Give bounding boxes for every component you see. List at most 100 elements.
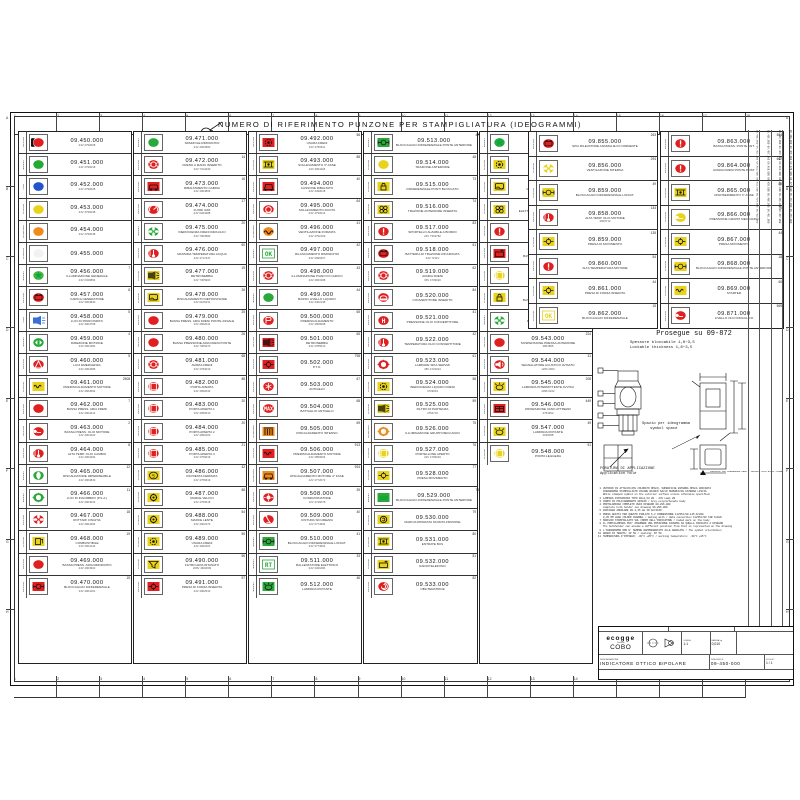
ideogram-row[interactable]: GIALLO 09.861.000 PRESA DI FORZA INSERITA… — [529, 279, 657, 304]
ideogram-row[interactable]: ROSSO 09.864.000 AVARIA FRENI PONTE POST.… — [661, 156, 783, 181]
ideogram-row[interactable]: GIALLO 09.867.000 PRESA MOVIMENTO 44 — [661, 230, 783, 255]
ideogram-row[interactable]: VERDE 09.475.000 INEFFICIENZA FRENI IDRAU… — [134, 220, 246, 243]
ideogram-row[interactable]: GIALLO 09.488.000 MARCE LENTE 24V 4902470 5… — [134, 509, 246, 532]
ideogram-row[interactable]: ROSSO 09.482.000 PORTA APERTA 24V 4952033 8… — [134, 376, 246, 399]
ideogram-row[interactable]: ROSSO 09.476.000 MASSIMA TEMPERATURA ACQU… — [134, 242, 246, 266]
ideogram-row[interactable]: ROSSO 09.522.000 TEMPERATURA OLIO CONVERT… — [364, 331, 477, 354]
ideogram-row[interactable]: GIALLO 09.524.000 INEFFICIENZA LIQUIDO FR… — [364, 376, 477, 399]
ideogram-row[interactable]: ROSSO 09.543.000 SOSPENSIONE PRESSA ANTER… — [480, 331, 592, 354]
ideogram-row[interactable]: GIALLO 09.868.000 BLOCCAGGIO DIFFERENZIAL… — [661, 254, 783, 279]
ideogram-row[interactable]: ROSSO 09.855.000 SPIA RILEVATORE ANOMALIE… — [529, 132, 657, 157]
ideogram-row[interactable]: GIALLO 09.865.000 DISINSERIMENTO 3° ASSE 8… — [661, 181, 783, 206]
ideogram-row[interactable]: VERDE 09.466.000 LUCI DI INGOMBRO (P.S.A.… — [19, 487, 131, 510]
ideogram-row[interactable]: GIALLO 09.547.000 LAMPADA ROTANTE 4156058 4… — [480, 420, 592, 443]
ideogram-row[interactable]: BIANCO 09.455.000 — [19, 242, 131, 266]
ideogram-row[interactable]: GIALLO 09.528.000 PRESA MOVIMENTO 77 — [364, 464, 477, 487]
ideogram-row[interactable]: ROSSO 09.460.000 LUCI EMERGENZA 24V 490428… — [19, 353, 131, 377]
ideogram-row[interactable]: GIALLO 09.453.000 24V 4790038 — [19, 198, 131, 221]
ideogram-row[interactable]: GIALLO 09.514.000 TRAZIONE ANTERIORE 48 — [364, 154, 477, 177]
ideogram-row[interactable]: ROSSO 09.474.000 FUORI GIRI 24V 0264288 17 — [134, 198, 246, 221]
ideogram-row[interactable]: ROSSO 09.501.000 RETRONEBBIA 24V 4785010 65 — [249, 331, 361, 354]
ideogram-row[interactable]: ROSSO 09.472.000 FRENO A MANO INSERITO 24V… — [134, 154, 246, 177]
ideogram-row[interactable]: ROSSO 09.492.000 USURA FRENI 24V 4756611 58 — [249, 132, 361, 155]
ideogram-row[interactable]: ROSSO 09.523.000 LAMPADE SPIA SERVIZI 48V … — [364, 353, 477, 377]
ideogram-row[interactable]: VERDE 09.456.000 ILLUMINAZIONE GENERALE 24… — [19, 265, 131, 288]
ideogram-row[interactable]: ROSSO 09.500.000 PRERISCALDAMENTO 24V 4909… — [249, 309, 361, 332]
ideogram-row[interactable]: VERDE 09.465.000 RISCALDATORE IMPERMEABIL… — [19, 464, 131, 487]
ideogram-row[interactable]: ROSSO 09.509.000 CINTURA SICUREZZA 12V 477… — [249, 509, 361, 532]
ideogram-row[interactable]: GIALLO 09.489.000 USURA FRENI 24V 4902401 5… — [134, 531, 246, 554]
ideogram-row[interactable]: GIALLO 09.859.000 BLOCCAGGIO DIFFERENZIAL… — [529, 181, 657, 206]
ideogram-row[interactable]: ROSSO 09.498.000 ILLUMINAZIONE PIANO DI C… — [249, 265, 361, 288]
ideogram-row[interactable]: VERDE RT 09.511.000 RALLENTATORE ELETTRICO… — [249, 553, 361, 576]
ideogram-row[interactable]: ROSSO 09.463.000 BASSA PRESS. OLIO MOTORE… — [19, 420, 131, 443]
ideogram-row[interactable]: VERDE 09.512.000 LAMPADA ROTANTE 46 — [249, 575, 361, 598]
ideogram-row[interactable]: GIALLO 09.516.000 TRAZIONE ANTERIORE INSE… — [364, 198, 477, 221]
ideogram-row[interactable]: ROSSO 09.485.000 PORTA APERTA 3 24V 475661… — [134, 442, 246, 465]
ideogram-row[interactable]: ROSSO 09.502.000 P.T.O. 798 — [249, 353, 361, 377]
ideogram-row[interactable]: GIALLO 09.548.000 PORTA LEGGERA 51 — [480, 442, 592, 465]
ideogram-row[interactable]: BLU 09.458.000 LUCI DI PROFONDITA' 24V 490… — [19, 309, 131, 332]
ideogram-row[interactable]: ROSSO 09.863.000 BASSA PRESS. PONTE ANT. 5… — [661, 132, 783, 157]
ideogram-row[interactable]: ROSSO 09.494.000 CASSONE RIBALTATO 24V 449… — [249, 176, 361, 199]
ideogram-row[interactable]: ARANCIO 09.454.000 24V 4790048 — [19, 220, 131, 243]
ideogram-row[interactable]: GIALLO 09.525.000 FILTRO DI PARTENZA 47547… — [364, 398, 477, 421]
ideogram-row[interactable]: VERDE 09.459.000 DIREZIONE MOTRICE 24V 490… — [19, 331, 131, 354]
ideogram-row[interactable]: GIALLO 09.532.000 RADIOTELEFONO 81 — [364, 553, 477, 576]
ideogram-row[interactable]: ROSSO 09.491.000 PRESA DI FORZA INSERITA 2… — [134, 575, 246, 598]
ideogram-row[interactable]: VERDE 09.513.000 BLOCCAGGIO DIFFERENZIALE… — [364, 132, 479, 155]
ideogram-row[interactable]: BLU 09.452.000 24V 4790028 — [19, 176, 131, 199]
ideogram-row[interactable]: ROSSO 09.481.000 AVARIA FRENI 24V 4784010 6… — [134, 353, 246, 377]
ideogram-row[interactable]: ARANCIO 09.505.000 RISCALDAMENTO INTENSO 6… — [249, 420, 361, 443]
ideogram-row[interactable]: ROSSO 09.483.000 PORTA APERTA 1 24V 495001… — [134, 398, 246, 421]
ideogram-row[interactable]: ROSSO 09.484.000 PORTA APERTA 2 24V 495100… — [134, 420, 246, 443]
ideogram-row[interactable]: GIALLO 09.477.000 RETRONEBBIA 24V 7305900 1… — [134, 265, 246, 288]
ideogram-row[interactable]: GIALLO 09.527.000 PORTELLONE APERTO 24V 47… — [364, 442, 477, 465]
ideogram-row[interactable]: GIALLO 09.866.000 PRESSIONE GRUPPI MECCAN… — [661, 205, 783, 230]
ideogram-row[interactable]: GIALLO 09.859.000 PRESA DI MOVIMENTO 135 — [529, 230, 657, 255]
ideogram-row[interactable]: GIALLO 09.531.000 ENTRATE BUS 80 — [364, 531, 477, 554]
ideogram-row[interactable]: GIALLO 09.478.000 RISCALDAMENTO RETROVISO… — [134, 287, 246, 310]
ideogram-row[interactable]: ROSSO 09.520.000 CONVERTITORE INSERITO 84 — [364, 287, 477, 310]
ideogram-row[interactable]: ROSSO 09.519.000 AVARIA FRENI 36V 4739020 6… — [364, 265, 477, 288]
ideogram-row[interactable]: VERDE 09.499.000 BASSO LIVELLO LIQUIDO 24V… — [249, 287, 361, 310]
ideogram-row[interactable]: ROSSO 09.469.000 BASSA PRESS. ARIA RIMORC… — [19, 553, 131, 576]
ideogram-row[interactable]: ROSSO 09.450.000 24V 4790008 — [19, 132, 131, 155]
ideogram-row[interactable]: ROSSO 09.860.000 ALTA TEMPERATURA MOTORE 5… — [529, 254, 657, 279]
ideogram-row[interactable]: ROSSO 09.533.000 OBLITERATRICE 82 — [364, 575, 477, 598]
ideogram-row[interactable]: GIALLO 09.545.000 LAMPADA INTERMITTENTE A… — [480, 376, 592, 399]
ideogram-row[interactable]: ROSSO 09.871.000 LIVELLO OLIO IDRAULICO 56… — [661, 303, 783, 328]
ideogram-row[interactable]: ROSSO H 09.521.000 PRESSIONE OLIO CONVERTI… — [364, 309, 477, 332]
ideogram-row[interactable]: GIALLO OK 09.862.000 BLOCCAGGIO DIFFERENZI… — [529, 303, 657, 328]
ideogram-row[interactable]: VERDE 300 09.529.000 BLOCCAGGIO DIFFERENZI… — [364, 487, 479, 510]
ideogram-row[interactable]: ROSSO 09.518.000 BATTERIA DI TRAZIONE RIC… — [364, 242, 477, 266]
ideogram-row[interactable]: ROSSO 09.517.000 SPORTELLO ALZABILE A BOR… — [364, 220, 477, 243]
ideogram-row[interactable]: ROSSO 09.457.000 CARICA GENERATORE 24V 490… — [19, 287, 131, 310]
ideogram-row[interactable]: ROSSO 09.546.000 RIPARAZIONE VANO ATTREZZ… — [480, 398, 592, 421]
ideogram-row[interactable]: GIALLO 09.468.000 COMBUSTIBILE 24V 4904143… — [19, 531, 131, 554]
ideogram-row[interactable]: ROSSO 09.503.000 ANTIGELO 67 — [249, 376, 361, 399]
ideogram-row[interactable]: ROSSO 09.480.000 BASSA PRESSIONE ARIA FRE… — [134, 331, 246, 354]
ideogram-row[interactable]: ROSSO 09.467.000 ROTTAMI CINGHIA 24V 49044… — [19, 509, 131, 532]
ideogram-row[interactable]: GIALLO 09.490.000 FILTRO ARIA INTASATO 200… — [134, 553, 246, 576]
ideogram-row[interactable]: GIALLO 09.487.000 MARCE VELOCI 24V 4756618… — [134, 487, 246, 510]
ideogram-row[interactable]: VERDE 09.510.000 BLOCCAGGIO DIFFERENZIALE… — [249, 531, 361, 554]
ideogram-row[interactable]: ROSSO 09.473.000 RIBALTAMENTO CABINA 24V 4… — [134, 176, 246, 199]
ideogram-row[interactable]: VERDE 09.451.000 24V 4790018 — [19, 154, 131, 177]
ideogram-row[interactable]: ROSSO 09.858.000 ALTA TEMP. OLIO MOTORE 46… — [529, 205, 657, 230]
ideogram-row[interactable]: ROSSO 09.506.000 PRERISCALDAMENTO MOTORE 2… — [249, 442, 361, 465]
ideogram-row[interactable]: VERDE OK 09.497.000 RILASCIAMENTO RIMORCHI… — [249, 242, 361, 266]
ideogram-row[interactable]: GIALLO S 09.486.000 RICHIESTA FERMATA 24V 4… — [134, 464, 246, 487]
ideogram-row[interactable]: GIALLO 09.856.000 VENTILAZIONE INTERNA 294 — [529, 156, 657, 181]
ideogram-row[interactable]: GIALLO 09.869.000 STARTER 60 — [661, 279, 783, 304]
ideogram-row[interactable]: ROSSO 09.495.000 SOLLEVAMENTO RUOTA 24V 47… — [249, 198, 361, 221]
ideogram-row[interactable]: GIALLO 09.493.000 SOLLEVAMENTO 3° ASSE 24V… — [249, 154, 361, 177]
ideogram-row[interactable]: ROSSO MAX 09.504.000 BATTAGLIO ANTIGELO 68 — [249, 398, 361, 421]
ideogram-row[interactable]: ROSSO 09.508.000 CONDIZIONATORE 12V 474607… — [249, 487, 361, 510]
ideogram-row[interactable]: ROSSO 09.544.000 SEGNALATORE ACUSTICO AVI… — [480, 353, 592, 377]
ideogram-row[interactable]: VERDE 09.471.000 SPAZZOLE RIMORCHIO 24V 49… — [134, 132, 246, 155]
ideogram-row[interactable]: GIALLO 09.461.000 PRERISCALDAMENTO MOTORE… — [19, 376, 131, 399]
ideogram-row[interactable]: ROSSO 09.470.000 BLOCCAGGIO DIFFERENZIALE… — [19, 575, 131, 598]
ideogram-row[interactable]: ARANCIO 09.507.000 RISCALDAMENTO MOTORE 4… — [249, 464, 361, 487]
ideogram-row[interactable]: ROSSO 09.464.000 ALTA TEMP. OLIO CAMBIO 24… — [19, 442, 131, 465]
